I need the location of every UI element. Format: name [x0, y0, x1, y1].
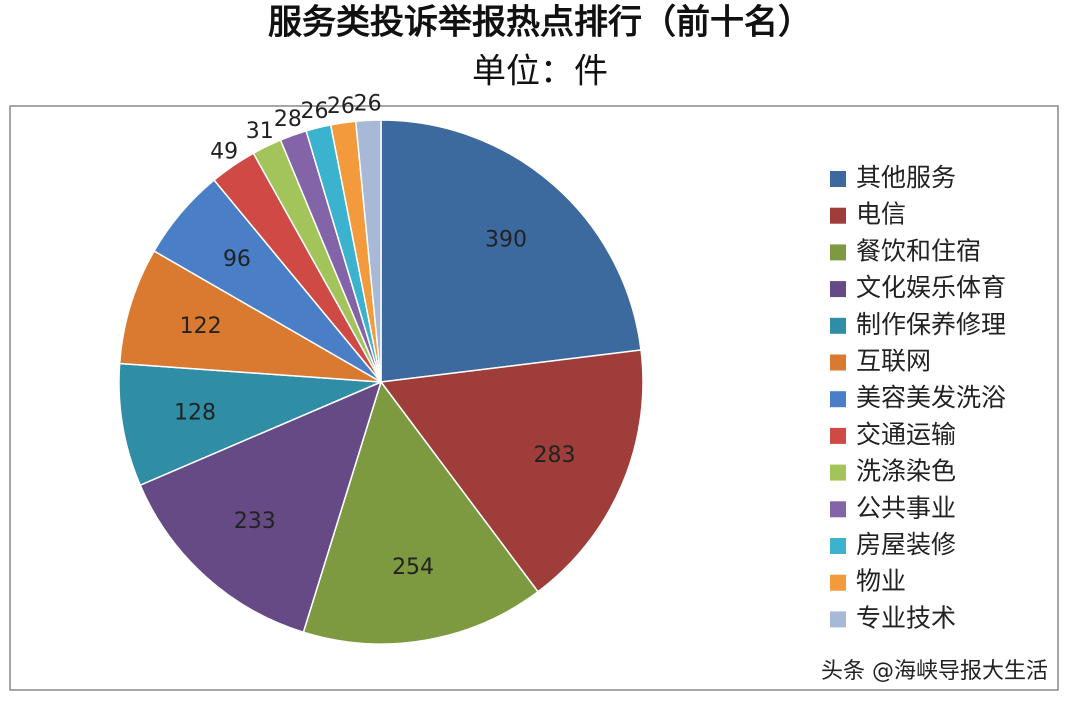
chart-subtitle: 单位：件: [472, 52, 608, 92]
legend-swatch: [830, 464, 846, 481]
legend-label: 房屋装修: [856, 530, 956, 559]
legend-swatch: [830, 391, 846, 408]
data-label: 96: [223, 247, 251, 272]
legend-label: 文化娱乐体育: [856, 273, 1006, 302]
pie-slice: [139, 380, 383, 634]
legend-label: 餐饮和住宿: [856, 236, 981, 265]
legend-label: 物业: [856, 567, 906, 596]
data-label: 254: [392, 555, 434, 580]
data-label: 128: [174, 400, 216, 425]
legend-swatch: [830, 354, 846, 371]
legend-label: 其他服务: [856, 163, 956, 192]
legend-swatch: [830, 501, 846, 518]
data-label: 26: [327, 94, 355, 119]
data-label: 28: [274, 107, 302, 132]
pie-slice: [380, 119, 642, 383]
legend-swatch: [830, 611, 846, 628]
legend-swatch: [830, 427, 846, 444]
legend-label: 公共事业: [856, 493, 956, 522]
legend-swatch: [830, 244, 846, 261]
data-label: 49: [210, 140, 238, 165]
legend-swatch: [830, 538, 846, 554]
legend: 其他服务电信餐饮和住宿文化娱乐体育制作保养修理互联网美容美发洗浴交通运输洗涤染色…: [830, 163, 1006, 632]
legend-label: 制作保养修理: [856, 310, 1006, 339]
pie-slice: [118, 249, 382, 383]
data-label: 26: [354, 91, 382, 116]
pie-slice: [354, 119, 382, 383]
chart-title: 服务类投诉举报热点排行（前十名）: [268, 3, 812, 43]
legend-label: 互联网: [856, 347, 931, 376]
data-label: 233: [234, 509, 276, 534]
plot-frame: [9, 105, 1059, 691]
data-label: 26: [301, 99, 329, 124]
legend-label: 专业技术: [856, 603, 956, 632]
legend-label: 洗涤染色: [856, 457, 956, 486]
legend-swatch: [830, 574, 846, 591]
data-label: 31: [246, 119, 274, 144]
data-label: 283: [534, 443, 576, 468]
pie-slice: [118, 362, 382, 487]
legend-label: 电信: [856, 200, 906, 229]
watermark: 头条 @海峡导报大生活: [821, 659, 1048, 684]
pie-slice: [379, 349, 644, 593]
pie-slice: [302, 380, 540, 645]
legend-swatch: [830, 171, 846, 187]
legend-swatch: [830, 281, 846, 298]
legend-label: 美容美发洗浴: [856, 383, 1006, 412]
legend-label: 交通运输: [856, 420, 956, 449]
data-label: 122: [180, 314, 222, 339]
legend-swatch: [830, 317, 846, 334]
legend-swatch: [830, 207, 846, 224]
data-label: 390: [485, 228, 527, 253]
